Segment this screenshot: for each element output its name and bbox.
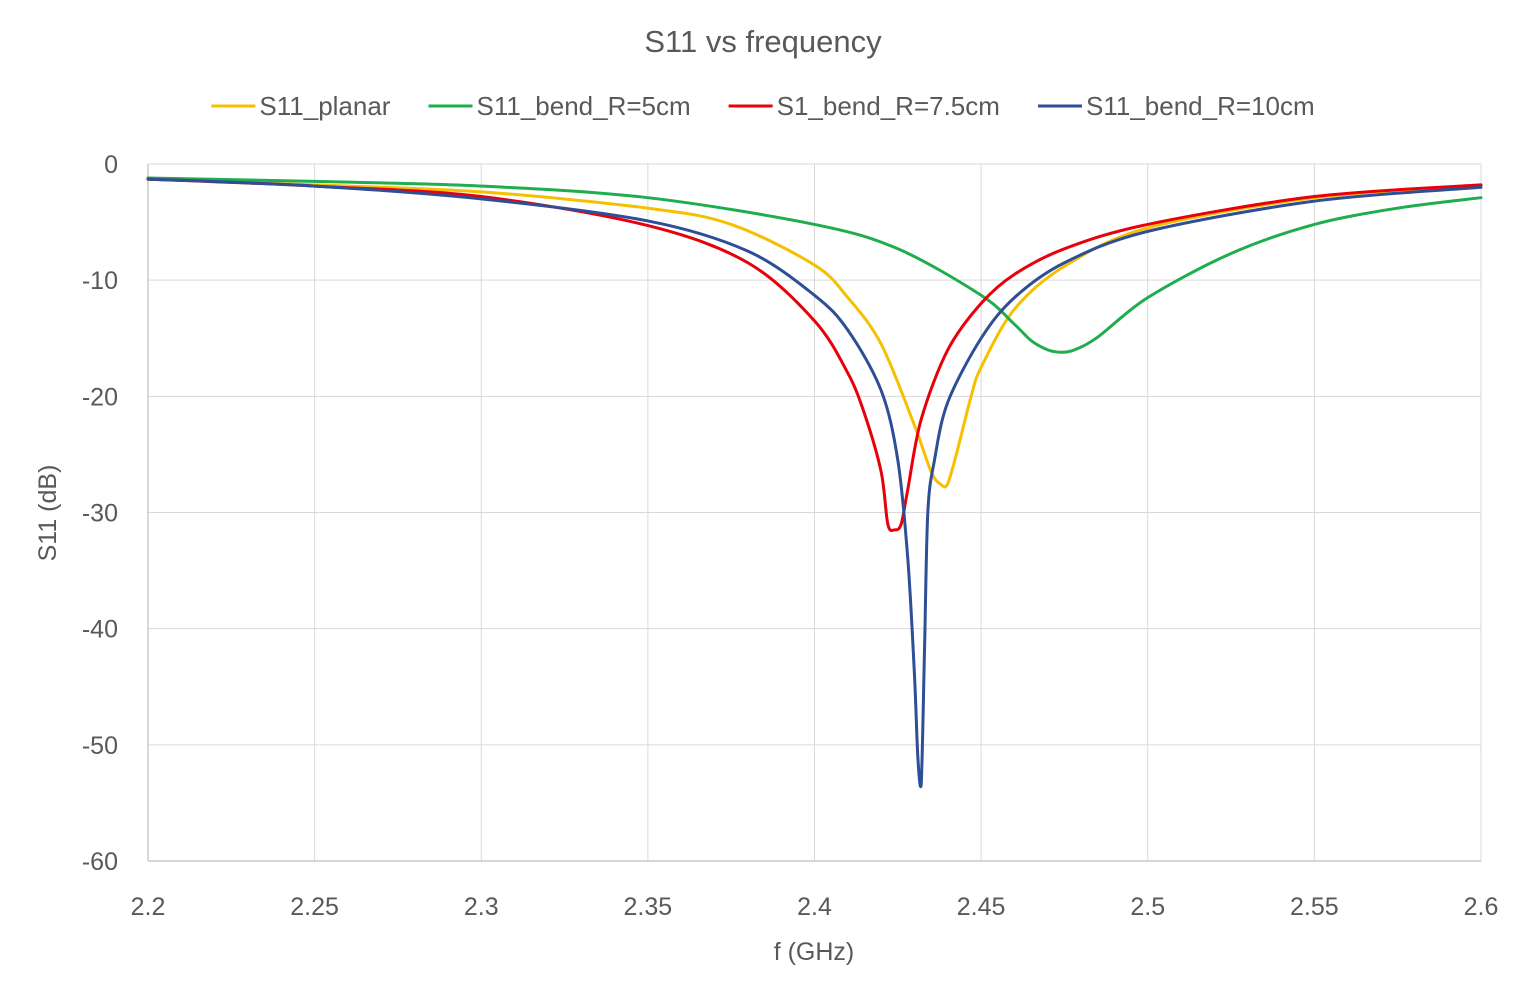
series-s11-bend-r5cm [146,176,1483,354]
legend-item: S11_bend_R=5cm [428,91,691,121]
legend-label: S11_bend_R=10cm [1086,91,1315,121]
y-tick-label: -60 [82,848,118,876]
legend-label: S11_planar [259,91,390,121]
chart-title: S11 vs frequency [644,24,882,59]
y-tick-label: 0 [104,151,118,179]
plot-area [146,176,1483,789]
x-tick-label: 2.3 [464,893,499,921]
x-tick-label: 2.5 [1130,893,1165,921]
x-axis-label: f (GHz) [774,938,855,966]
series-s11-bend-r10cm [146,177,1483,789]
tick-labels: 0 -10 -20 -30 -40 -50 -60 2.2 2.25 2.3 2.35 2.4 2.45… [82,151,1499,921]
legend-item: S11_planar [211,91,391,121]
y-tick-label: -50 [82,732,118,760]
x-tick-label: 2.45 [957,893,1006,921]
legend-label: S11_bend_R=5cm [477,91,691,121]
x-tick-label: 2.6 [1464,893,1499,921]
x-tick-label: 2.35 [624,893,673,921]
gridlines [148,163,1482,861]
legend-item: S1_bend_R=7.5cm [728,91,1000,121]
legend-label: S1_bend_R=7.5cm [777,91,1000,121]
x-tick-label: 2.4 [797,893,832,921]
y-tick-label: -20 [82,383,118,411]
y-tick-label: -10 [82,267,118,295]
x-tick-label: 2.55 [1290,893,1339,921]
legend-item: S11_bend_R=10cm [1038,91,1315,121]
y-axis-label: S11 (dB) [34,465,62,562]
y-tick-label: -30 [82,500,118,528]
x-tick-label: 2.2 [131,893,166,921]
x-tick-label: 2.25 [290,893,339,921]
axes [147,164,1481,862]
legend: S11_planar S11_bend_R=5cm S1_bend_R=7.5cm S… [211,91,1315,121]
y-tick-label: -40 [82,616,118,644]
